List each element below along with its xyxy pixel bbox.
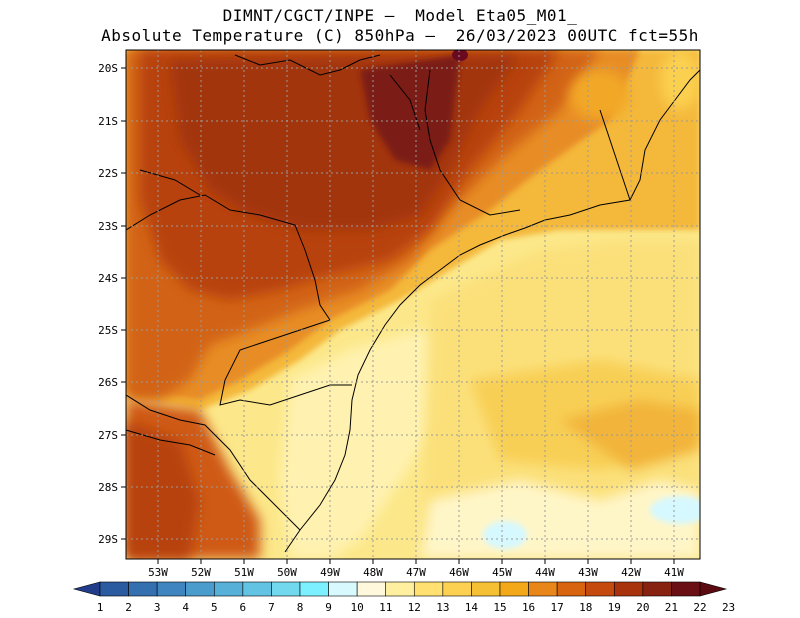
colorbar-swatch xyxy=(385,581,415,597)
colorbar-label: 13 xyxy=(436,601,449,614)
lon-label: 52W xyxy=(191,566,211,579)
colorbar-arrow-low xyxy=(72,581,101,597)
axis-ticks xyxy=(121,67,675,564)
colorbar-swatch xyxy=(413,581,444,597)
colorbar-label: 5 xyxy=(211,601,218,614)
colorbar-label: 15 xyxy=(493,601,506,614)
lat-label: 23S xyxy=(98,220,118,233)
colorbar-swatch xyxy=(556,581,587,597)
colorbar-swatch xyxy=(213,581,244,597)
lat-label: 28S xyxy=(98,481,118,494)
lon-label: 41W xyxy=(664,566,684,579)
colorbar-label: 11 xyxy=(379,601,392,614)
colorbar-swatch xyxy=(128,581,158,597)
colorbar-arrow-high xyxy=(699,581,728,597)
colorbar-swatch xyxy=(471,581,501,597)
lon-label: 49W xyxy=(320,566,340,579)
colorbar: 1 2 3 4 5 6 7 8 9 10 11 12 13 14 15 16 17 18 19 20 21 22 23 xyxy=(72,581,735,614)
lon-label: 48W xyxy=(363,566,383,579)
lon-label: 50W xyxy=(277,566,297,579)
lon-label: 42W xyxy=(621,566,641,579)
colorbar-swatch xyxy=(585,581,615,597)
colorbar-swatch xyxy=(299,581,329,597)
map-frame xyxy=(125,49,701,560)
colorbar-swatch xyxy=(271,581,301,597)
colorbar-label: 3 xyxy=(154,601,161,614)
colorbar-label: 2 xyxy=(125,601,132,614)
lat-label: 24S xyxy=(98,272,118,285)
colorbar-label: 16 xyxy=(522,601,535,614)
colorbar-swatch xyxy=(671,581,701,597)
colorbar-label: 17 xyxy=(551,601,564,614)
colorbar-label: 8 xyxy=(297,601,304,614)
lon-label: 53W xyxy=(148,566,168,579)
lon-label: 43W xyxy=(578,566,598,579)
colorbar-label: 19 xyxy=(608,601,621,614)
lat-lon-grid xyxy=(126,50,700,559)
colorbar-swatch xyxy=(642,581,672,597)
colorbar-label: 12 xyxy=(408,601,421,614)
longitude-labels: 53W 52W 51W 50W 49W 48W 47W 46W 45W 44W … xyxy=(148,566,684,579)
lat-label: 29S xyxy=(98,533,118,546)
colorbar-label: 14 xyxy=(465,601,479,614)
lat-label: 21S xyxy=(98,115,118,128)
temperature-field xyxy=(126,50,700,559)
colorbar-label: 9 xyxy=(325,601,332,614)
latitude-labels: 20S 21S 22S 23S 24S 25S 26S 27S 28S 29S xyxy=(98,62,118,546)
colorbar-swatch xyxy=(528,581,558,597)
colorbar-label: 18 xyxy=(579,601,592,614)
lon-label: 46W xyxy=(449,566,469,579)
lon-label: 45W xyxy=(492,566,512,579)
colorbar-label: 23 xyxy=(722,601,735,614)
colorbar-label: 10 xyxy=(351,601,364,614)
colorbar-swatch xyxy=(356,581,387,597)
lat-label: 27S xyxy=(98,429,118,442)
colorbar-label: 4 xyxy=(182,601,189,614)
map-title-line2: Absolute Temperature (C) 850hPa – 26/03/… xyxy=(101,26,699,45)
colorbar-swatch xyxy=(156,581,187,597)
colorbar-label: 22 xyxy=(693,601,706,614)
lat-label: 20S xyxy=(98,62,118,75)
colorbar-swatch xyxy=(499,581,529,597)
lat-label: 25S xyxy=(98,324,118,337)
colorbar-swatch xyxy=(242,581,272,597)
lat-label: 22S xyxy=(98,167,118,180)
map-title-line1: DIMNT/CGCT/INPE – Model Eta05_M01_ xyxy=(222,6,578,25)
lon-label: 44W xyxy=(535,566,555,579)
lat-label: 26S xyxy=(98,376,118,389)
lon-label: 47W xyxy=(406,566,426,579)
lon-label: 51W xyxy=(234,566,254,579)
colorbar-label: 20 xyxy=(636,601,649,614)
colorbar-swatch xyxy=(613,581,644,597)
colorbar-swatch xyxy=(328,581,358,597)
colorbar-swatch xyxy=(185,581,215,597)
colorbar-label: 21 xyxy=(665,601,678,614)
colorbar-label: 7 xyxy=(268,601,275,614)
colorbar-swatch xyxy=(442,581,472,597)
colorbar-swatch xyxy=(99,581,129,597)
colorbar-label: 1 xyxy=(97,601,104,614)
colorbar-label: 6 xyxy=(240,601,247,614)
